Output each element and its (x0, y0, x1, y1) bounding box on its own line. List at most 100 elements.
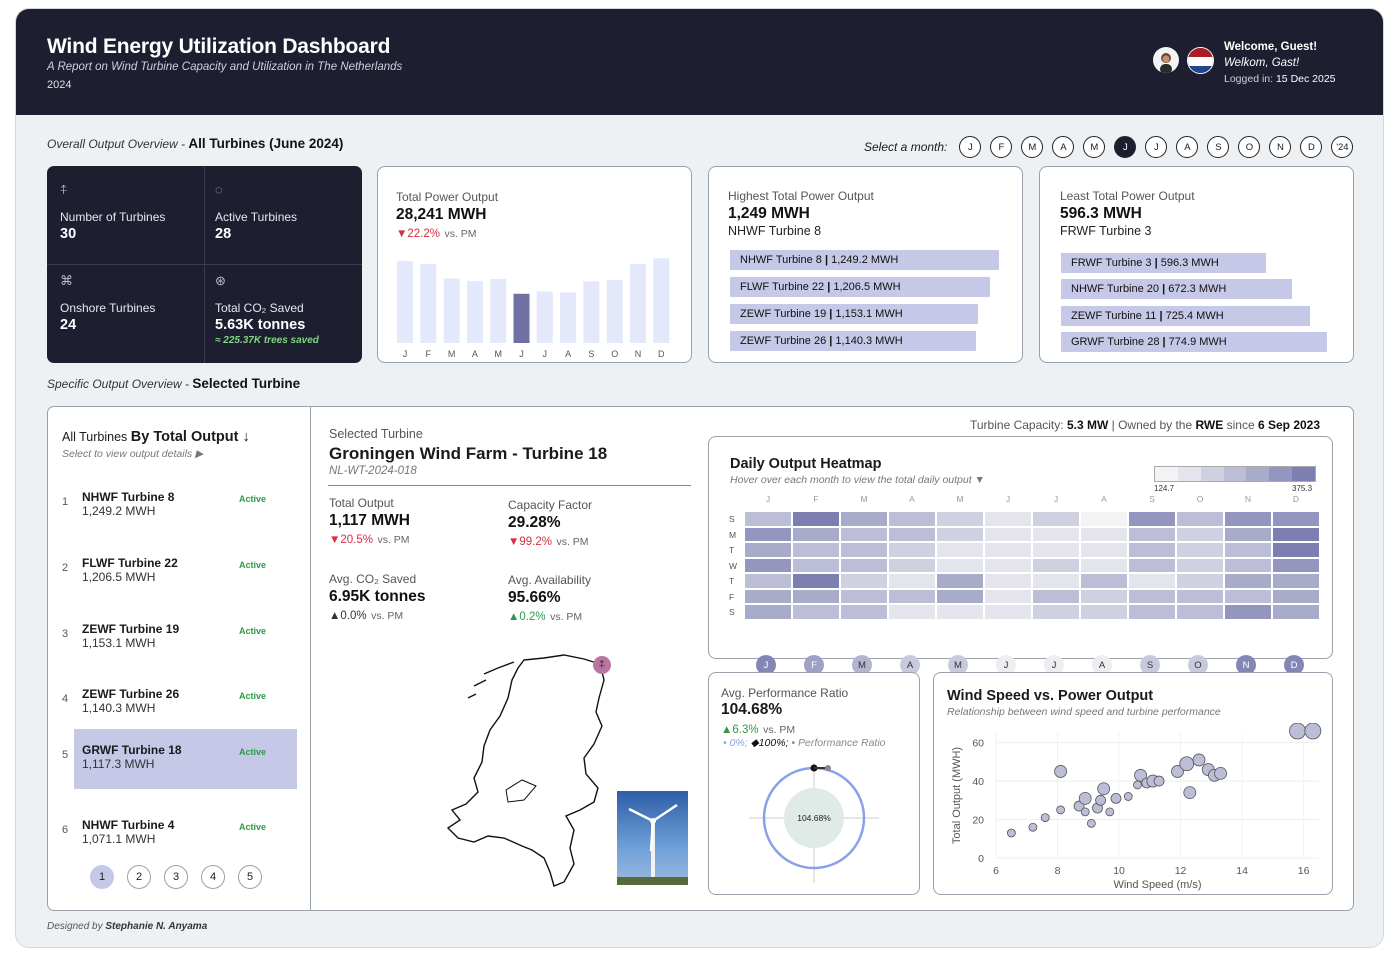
heatmap-cell[interactable] (1224, 526, 1272, 542)
heatmap-cell[interactable] (936, 542, 984, 558)
heatmap-month-button[interactable]: A (1092, 655, 1112, 675)
heatmap-month-button[interactable]: F (804, 655, 824, 675)
heatmap-cell[interactable] (1224, 557, 1272, 573)
heatmap-cell[interactable] (984, 604, 1032, 620)
scatter-point[interactable] (1028, 822, 1038, 832)
heatmap-cell[interactable] (840, 526, 888, 542)
month-button-6[interactable]: J (1145, 136, 1168, 158)
heatmap-month-button[interactable]: A (900, 655, 920, 675)
scatter-point[interactable] (1006, 828, 1016, 838)
list-item[interactable]: 2 FLWF Turbine 22 1,206.5 MWH Active (62, 542, 298, 602)
scatter-point[interactable] (1134, 768, 1147, 782)
scatter-point[interactable] (1179, 756, 1195, 772)
heatmap-cell[interactable] (1224, 588, 1272, 604)
heatmap-cell[interactable] (1176, 542, 1224, 558)
heatmap-cell[interactable] (840, 588, 888, 604)
total-power-bar[interactable] (397, 261, 413, 343)
heatmap-cell[interactable] (1128, 557, 1176, 573)
highest-bar[interactable]: FLWF Turbine 22 | 1,206.5 MWH (730, 277, 990, 297)
month-button-1[interactable]: F (990, 136, 1013, 158)
total-power-bar[interactable] (630, 263, 646, 343)
month-button-7[interactable]: A (1176, 136, 1199, 158)
heatmap-cell[interactable] (936, 573, 984, 589)
scatter-point[interactable] (1086, 818, 1096, 828)
heatmap-cell[interactable] (1080, 526, 1128, 542)
scatter-point[interactable] (1040, 813, 1050, 823)
heatmap-cell[interactable] (1224, 573, 1272, 589)
heatmap-cell[interactable] (984, 588, 1032, 604)
month-button-4[interactable]: M (1083, 136, 1106, 158)
heatmap-cell[interactable] (936, 557, 984, 573)
heatmap-month-button[interactable]: M (948, 655, 968, 675)
heatmap-cell[interactable] (1176, 526, 1224, 542)
heatmap-cell[interactable] (1128, 604, 1176, 620)
scatter-point[interactable] (1054, 765, 1067, 778)
netherlands-flag-icon[interactable] (1187, 47, 1214, 74)
heatmap-cell[interactable] (792, 511, 840, 527)
heatmap-cell[interactable] (888, 573, 936, 589)
scatter-point[interactable] (1110, 792, 1122, 804)
heatmap-cell[interactable] (888, 604, 936, 620)
heatmap-cell[interactable] (744, 511, 792, 527)
heatmap-cell[interactable] (792, 542, 840, 558)
month-button-9[interactable]: O (1238, 136, 1261, 158)
total-power-bar[interactable] (443, 278, 460, 343)
heatmap-cell[interactable] (984, 557, 1032, 573)
heatmap-cell[interactable] (1176, 573, 1224, 589)
heatmap-cell[interactable] (1128, 542, 1176, 558)
least-bar[interactable]: FRWF Turbine 3 | 596.3 MWH (1061, 253, 1266, 273)
heatmap-cell[interactable] (744, 588, 792, 604)
highest-bar[interactable]: ZEWF Turbine 26 | 1,140.3 MWH (730, 331, 976, 351)
heatmap-month-button[interactable]: N (1236, 655, 1256, 675)
scatter-point[interactable] (1056, 805, 1065, 815)
heatmap-cell[interactable] (1032, 542, 1080, 558)
heatmap-cell[interactable] (1128, 573, 1176, 589)
heatmap-month-button[interactable]: S (1140, 655, 1160, 675)
heatmap-cell[interactable] (984, 573, 1032, 589)
total-power-bar[interactable] (583, 281, 600, 343)
heatmap-cell[interactable] (840, 511, 888, 527)
heatmap-cell[interactable] (1128, 511, 1176, 527)
heatmap-cell[interactable] (1080, 588, 1128, 604)
heatmap-cell[interactable] (1224, 604, 1272, 620)
heatmap-cell[interactable] (1080, 557, 1128, 573)
least-bar[interactable]: GRWF Turbine 28 | 774.9 MWH (1061, 332, 1327, 352)
heatmap-cell[interactable] (1176, 604, 1224, 620)
heatmap-cell[interactable] (744, 542, 792, 558)
heatmap-cell[interactable] (1272, 557, 1320, 573)
heatmap-cell[interactable] (984, 511, 1032, 527)
highest-bar[interactable]: ZEWF Turbine 19 | 1,153.1 MWH (730, 304, 979, 324)
heatmap-cell[interactable] (792, 557, 840, 573)
list-item[interactable]: 1 NHWF Turbine 8 1,249.2 MWH Active (62, 476, 298, 536)
heatmap-cell[interactable] (1224, 542, 1272, 558)
heatmap-cell[interactable] (984, 542, 1032, 558)
heatmap-cell[interactable] (1032, 526, 1080, 542)
heatmap-cell[interactable] (1272, 588, 1320, 604)
heatmap-cell[interactable] (792, 573, 840, 589)
scatter-point[interactable] (1080, 807, 1090, 817)
heatmap-cell[interactable] (1272, 542, 1320, 558)
heatmap-month-button[interactable]: D (1284, 655, 1304, 675)
heatmap-cell[interactable] (888, 557, 936, 573)
turbine-location-marker[interactable]: ⍏ (593, 656, 611, 674)
heatmap-cell[interactable] (888, 526, 936, 542)
month-button-8[interactable]: S (1207, 136, 1230, 158)
heatmap-cell[interactable] (840, 557, 888, 573)
heatmap-cell[interactable] (1032, 511, 1080, 527)
scatter-point[interactable] (1078, 791, 1092, 805)
heatmap-cell[interactable] (1272, 526, 1320, 542)
heatmap-month-button[interactable]: J (996, 655, 1016, 675)
list-title-sort[interactable]: By Total Output ↓ (130, 429, 250, 445)
heatmap-cell[interactable] (888, 511, 936, 527)
heatmap-cell[interactable] (936, 511, 984, 527)
scatter-point[interactable] (1123, 792, 1133, 801)
page-button-2[interactable]: 2 (127, 865, 151, 889)
month-button-10[interactable]: N (1269, 136, 1292, 158)
list-item[interactable]: 5 GRWF Turbine 18 1,117.3 MWH Active (62, 729, 297, 789)
heatmap-cell[interactable] (1080, 604, 1128, 620)
heatmap-cell[interactable] (744, 573, 792, 589)
total-power-bar[interactable] (536, 291, 553, 343)
scatter-point[interactable] (1095, 794, 1106, 806)
heatmap-cell[interactable] (1032, 573, 1080, 589)
heatmap-cell[interactable] (840, 604, 888, 620)
